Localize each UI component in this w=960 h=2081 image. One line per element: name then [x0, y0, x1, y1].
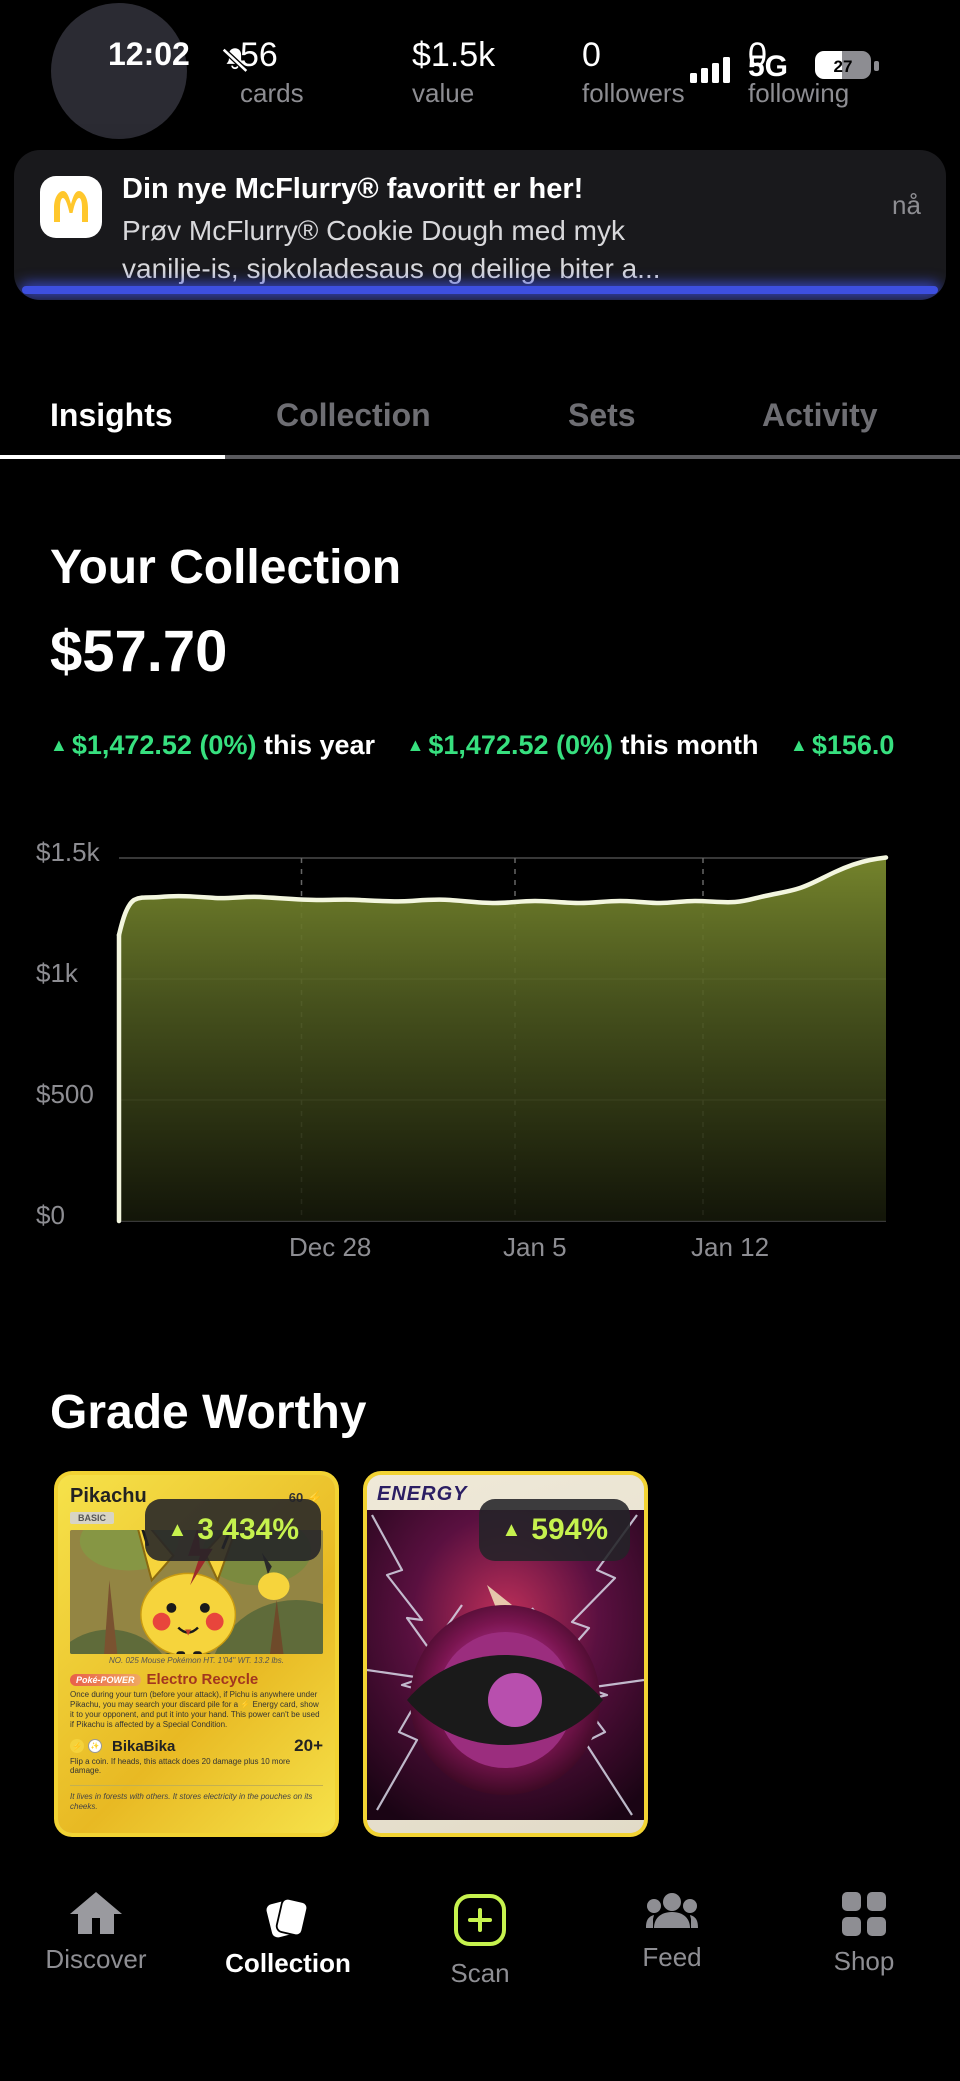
svg-text:27: 27 [834, 57, 853, 76]
